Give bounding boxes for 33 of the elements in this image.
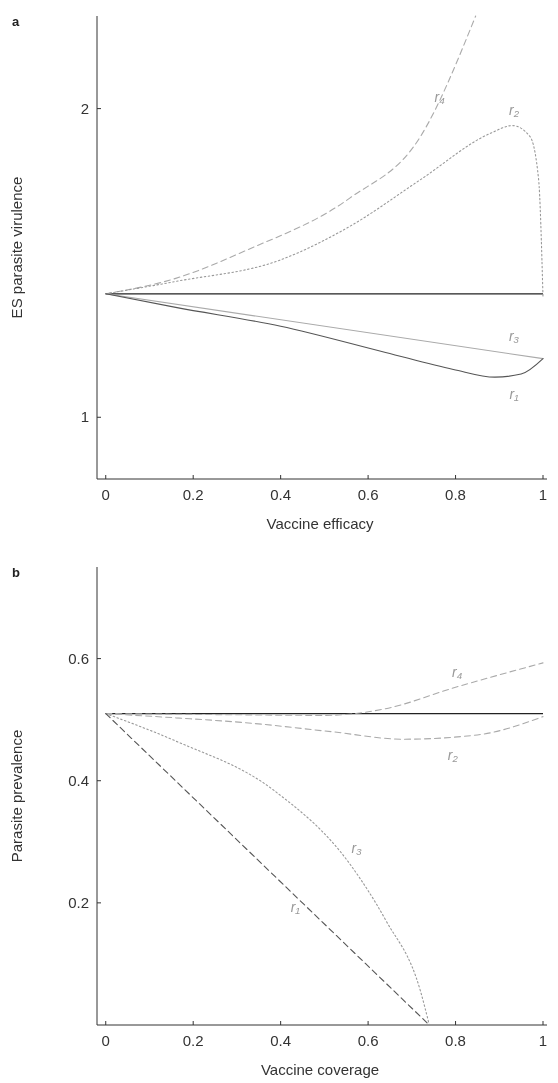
y-axis-title: Parasite prevalence [8,729,25,863]
annotation: r₃ [351,839,363,856]
annotation: r₃ [508,328,520,345]
x-axis-title: Vaccine efficacy [266,515,374,532]
annotation: r₂ [509,101,520,118]
x-tick-label: 0.6 [357,1032,379,1049]
x-tick-label: 0 [101,486,110,503]
x-tick-label: 1 [538,486,548,503]
y-tick-label: 1 [80,408,89,426]
line-series [105,713,430,1026]
annotation: r₁ [290,899,301,916]
x-tick-label: 1 [538,1032,548,1049]
x-tick-label: 0.4 [270,1032,292,1049]
y-tick-label: 2 [80,99,89,117]
x-tick-label: 0.8 [445,486,466,503]
x-tick-label: 0.2 [182,486,204,503]
y-tick-label: 0.4 [68,771,89,789]
y-axis-title: ES parasite virulence [8,176,25,319]
x-tick-label: 0 [101,1032,110,1049]
x-tick-label: 0.6 [357,486,379,503]
x-tick-label: 0.2 [182,1032,204,1049]
x-tick-label: 0.4 [270,486,292,503]
annotation: r₁ [509,385,520,402]
annotation: r₄ [452,663,463,680]
x-axis-title: Vaccine coverage [260,1061,380,1078]
line-series [105,293,544,378]
chart-title: a [12,14,20,29]
y-tick-label: 0.2 [68,893,89,911]
annotation: r₂ [447,746,459,763]
chart-title: b [12,565,20,580]
x-tick-label: 0.8 [445,1032,466,1049]
y-tick-label: 0.6 [68,649,89,667]
annotation: r₄ [434,89,446,106]
